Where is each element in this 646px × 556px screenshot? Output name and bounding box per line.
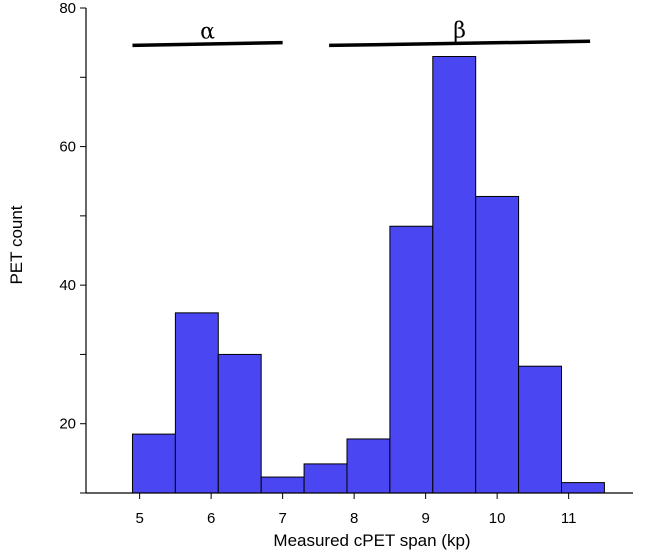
y-ticks-group: 20 40 60 80 xyxy=(59,0,86,494)
bar-0 xyxy=(131,433,176,494)
x-tick-label-2: 7 xyxy=(278,510,286,527)
group-label-0: α xyxy=(200,20,215,45)
bar-5 xyxy=(346,438,391,494)
x-tick-label-3: 8 xyxy=(350,510,358,527)
bar-6 xyxy=(389,225,434,494)
group-label-1: β xyxy=(453,18,466,43)
x-tick-label-4: 9 xyxy=(421,510,429,527)
bar-1 xyxy=(174,312,219,494)
bar-10 xyxy=(560,482,605,494)
y-tick-label-1: 40 xyxy=(59,277,76,294)
bar-3 xyxy=(260,476,305,494)
bar-9 xyxy=(518,365,562,494)
x-tick-label-5: 10 xyxy=(489,510,506,527)
bar-2 xyxy=(217,353,262,494)
bar-4 xyxy=(303,463,348,494)
group-line-0 xyxy=(132,40,283,48)
x-axis-title: Measured cPET span (kp) xyxy=(273,531,470,550)
y-axis-title: PET count xyxy=(7,205,26,284)
bar-7 xyxy=(432,56,477,494)
y-tick-label-2: 60 xyxy=(59,139,76,156)
bars-group xyxy=(131,56,605,494)
y-tick-label-0: 20 xyxy=(59,416,76,433)
y-tick-label-3: 80 xyxy=(59,0,76,17)
x-tick-label-1: 6 xyxy=(207,510,215,527)
x-ticks-group: 5 6 7 8 9 10 11 xyxy=(135,493,576,527)
x-tick-label-6: 11 xyxy=(561,510,577,527)
bar-8 xyxy=(475,195,520,494)
group-line-1 xyxy=(329,39,591,48)
axes-group xyxy=(85,8,633,494)
x-tick-label-0: 5 xyxy=(135,510,143,527)
